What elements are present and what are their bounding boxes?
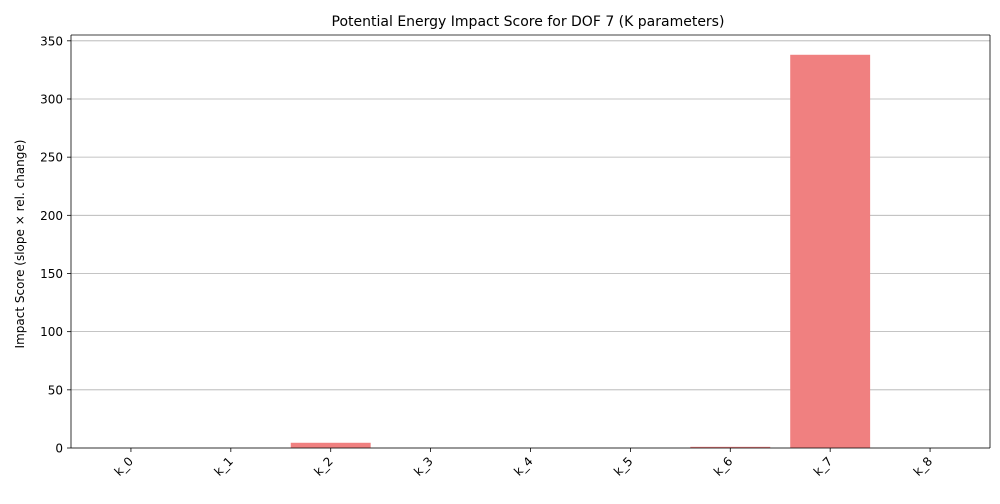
x-tick-label-k_8: k_8 — [911, 454, 935, 478]
x-tick-label-k_6: k_6 — [711, 454, 735, 478]
x-tick-label-k_7: k_7 — [811, 454, 835, 478]
x-tick-label-k_5: k_5 — [611, 454, 635, 478]
y-tick-label-350: 350 — [40, 34, 63, 48]
x-ticks: k_0 k_1 k_2 k_3 k_4 k_5 k_6 k_7 k_8 — [112, 448, 935, 479]
y-tick-label-0: 0 — [55, 442, 63, 456]
y-tick-label-300: 300 — [40, 92, 63, 106]
y-tick-label-100: 100 — [40, 325, 63, 339]
y-ticks: 0 50 100 150 200 250 300 350 — [40, 34, 71, 456]
x-tick-label-k_4: k_4 — [511, 454, 535, 478]
y-axis-label: Impact Score (slope × rel. change) — [13, 140, 27, 349]
chart-title: Potential Energy Impact Score for DOF 7 … — [332, 14, 725, 30]
y-tick-label-50: 50 — [48, 383, 63, 397]
y-tick-label-200: 200 — [40, 209, 63, 223]
bar-k_2 — [290, 442, 371, 448]
bars — [290, 54, 871, 448]
x-tick-label-k_3: k_3 — [411, 454, 435, 478]
x-tick-label-k_0: k_0 — [112, 454, 136, 478]
x-tick-label-k_2: k_2 — [311, 454, 335, 478]
y-tick-label-250: 250 — [40, 151, 63, 165]
bar-k_7 — [790, 54, 871, 448]
gridlines — [71, 40, 990, 449]
x-tick-label-k_1: k_1 — [211, 454, 235, 478]
bar-k_6 — [690, 446, 771, 448]
y-tick-label-150: 150 — [40, 267, 63, 281]
